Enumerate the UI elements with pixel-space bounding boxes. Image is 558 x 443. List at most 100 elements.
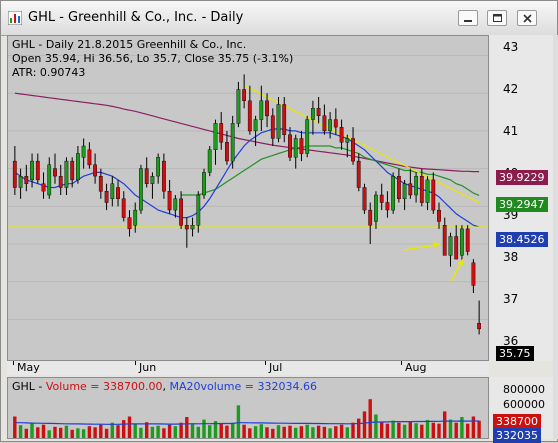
candle-body	[339, 126, 344, 143]
candle	[322, 104, 327, 135]
close-button[interactable]	[517, 10, 537, 26]
date-label-may: May	[17, 361, 40, 374]
candle	[236, 81, 241, 128]
candle	[288, 127, 292, 162]
volume-bar	[420, 424, 424, 438]
candle-body	[333, 119, 338, 128]
candle-body	[442, 224, 447, 256]
candle	[242, 74, 246, 109]
candle-body	[448, 236, 453, 256]
candle-body	[30, 160, 34, 181]
volume-bar	[253, 426, 258, 438]
vertical-scrollbar[interactable]	[553, 35, 558, 439]
volume-plot[interactable]	[8, 378, 488, 438]
volume-bar	[380, 422, 384, 438]
candle	[64, 157, 69, 195]
candle-body	[431, 179, 436, 211]
candle	[24, 164, 29, 192]
volume-bar	[357, 418, 361, 438]
title-bar[interactable]: GHL - Greenhill & Co., Inc. - Daily	[1, 1, 557, 36]
volume-bar	[466, 423, 470, 438]
volume-bar	[64, 425, 69, 438]
candle-body	[471, 262, 476, 286]
volume-bar	[443, 411, 447, 438]
volume-legend-separator: ,	[162, 380, 170, 393]
candle-body	[259, 100, 264, 120]
candle-body	[104, 190, 109, 203]
candle-body	[87, 149, 92, 166]
candle	[391, 172, 395, 214]
volume-panel[interactable]: GHL - Volume = 338700.00, MA20volume = 3…	[7, 377, 489, 439]
candle	[30, 153, 34, 188]
volume-bar	[173, 426, 177, 438]
price-tick: 38	[503, 250, 519, 264]
candle	[454, 225, 459, 260]
candle-body	[270, 115, 275, 139]
candle-body	[311, 108, 315, 120]
volume-bar	[47, 430, 51, 438]
volume-bar	[213, 421, 218, 438]
candle	[41, 172, 46, 199]
candle-body	[98, 175, 103, 192]
candle-body	[156, 157, 160, 177]
candle	[397, 168, 401, 203]
volume-bar	[208, 425, 212, 438]
candle	[465, 225, 470, 256]
candle	[419, 168, 424, 207]
candle	[311, 100, 315, 135]
candle	[156, 153, 160, 184]
volume-tick: 600000	[503, 398, 545, 411]
candle-body	[138, 168, 143, 211]
chart-header-ohlc: Open 35.94, Hi 36.56, Lo 35.7, Close 35.…	[12, 52, 294, 65]
candle	[81, 138, 86, 169]
candle-body	[408, 183, 413, 196]
candle-body	[116, 187, 120, 200]
price-panel[interactable]: GHL - Daily 21.8.2015 Greenhill & Co., I…	[7, 35, 489, 361]
volume-bar	[76, 428, 80, 438]
volume-bar	[402, 424, 407, 438]
volume-bar	[374, 414, 378, 438]
candle-body	[47, 164, 52, 196]
candle	[442, 217, 447, 256]
minimize-button[interactable]	[458, 10, 478, 26]
candle	[202, 168, 206, 199]
candle-body	[110, 183, 115, 199]
volume-bar	[460, 417, 464, 438]
candle	[207, 146, 212, 177]
volume-bar	[316, 425, 321, 438]
volume-bar	[30, 422, 34, 438]
volume-bar	[70, 429, 74, 438]
ma-blue-line	[14, 128, 480, 228]
candle	[362, 183, 367, 214]
candle-body	[288, 134, 292, 158]
candle-body	[368, 209, 373, 226]
candle	[127, 210, 132, 237]
candle-body	[213, 123, 218, 151]
candle-body	[121, 198, 126, 218]
volume-bar	[145, 422, 149, 438]
candle-body	[276, 104, 281, 139]
volume-bar	[41, 424, 46, 438]
candle-body	[144, 168, 149, 184]
date-tick	[401, 361, 402, 365]
maximize-button[interactable]	[487, 10, 507, 26]
candle-body	[242, 89, 246, 102]
candle	[75, 146, 80, 184]
volume-value-tag: 338700	[493, 414, 541, 429]
volume-bar	[328, 428, 332, 438]
candle	[253, 115, 258, 146]
candle	[224, 130, 229, 165]
candle-body	[391, 175, 395, 211]
chart-app-icon	[8, 11, 22, 25]
volume-bar	[87, 426, 92, 438]
candle	[196, 191, 201, 233]
candle	[12, 146, 17, 195]
candle	[316, 97, 321, 124]
price-tick: 37	[503, 292, 519, 306]
candle	[98, 168, 103, 199]
price-plot[interactable]	[8, 36, 488, 360]
volume-bar	[425, 420, 430, 438]
volume-bar	[397, 422, 401, 438]
close-icon	[523, 14, 532, 23]
candle	[339, 119, 344, 150]
